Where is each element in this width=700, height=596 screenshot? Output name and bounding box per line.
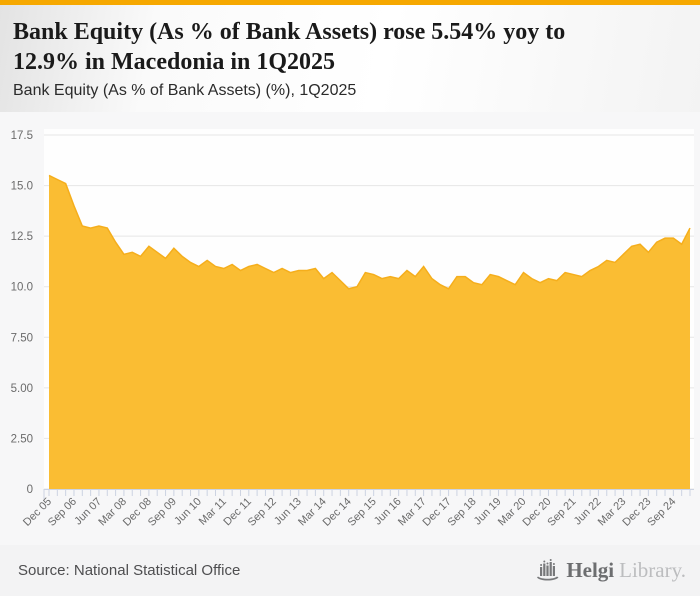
y-axis-label: 2.50	[11, 433, 33, 445]
x-axis-label: Sep 24	[645, 496, 678, 529]
chart-footer: Source: National Statistical Office	[0, 545, 700, 596]
chart-header: Bank Equity (As % of Bank Assets) rose 5…	[0, 5, 700, 112]
x-axis-label: Sep 12	[246, 496, 279, 529]
chart-subtitle: Bank Equity (As % of Bank Assets) (%), 1…	[13, 82, 357, 100]
x-axis-label: Sep 15	[346, 496, 379, 529]
y-axis-label: 15.0	[11, 181, 33, 193]
y-axis-label: 17.5	[11, 130, 33, 142]
chart-area: 0 2.50 5.00 7.50 10.0 12.5 15.0 17.5 Dec 05 Sep 0…	[0, 112, 700, 545]
helgi-library-logo[interactable]: Helgi Library.	[537, 559, 686, 582]
area-series-line	[48, 174, 691, 290]
area-series	[49, 175, 690, 489]
y-axis-label: 0	[27, 484, 33, 496]
y-axis-label: 12.5	[11, 231, 33, 243]
helgi-library-logo-icon	[537, 559, 559, 581]
x-axis-label: Sep 18	[446, 496, 479, 529]
logo-text-library: Library.	[619, 558, 686, 582]
chart-title: Bank Equity (As % of Bank Assets) rose 5…	[13, 19, 566, 76]
x-axis-label: Sep 21	[545, 496, 578, 529]
x-axis-label: Sep 06	[46, 496, 79, 529]
logo-text-helgi: Helgi	[566, 558, 615, 582]
x-axis-label: Sep 09	[146, 496, 179, 529]
accent-bar	[0, 0, 700, 5]
y-axis-label: 5.00	[11, 383, 33, 395]
y-axis-label: 10.0	[11, 282, 33, 294]
y-axis-label: 7.50	[11, 332, 33, 344]
source-label: Source: National Statistical Office	[18, 562, 241, 579]
